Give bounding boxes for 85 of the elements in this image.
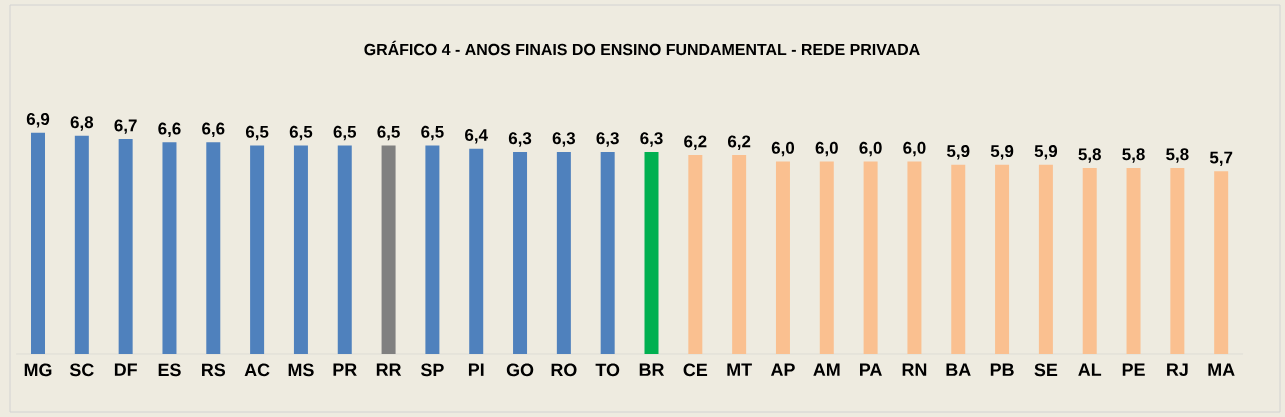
x-tick-label: ES <box>158 363 181 377</box>
x-tick-label: DF <box>114 363 137 376</box>
bar <box>688 155 703 354</box>
x-tick-label: SP <box>420 363 444 377</box>
x-tick-label: AC <box>244 363 270 377</box>
x-tick-label: MS <box>288 363 314 377</box>
bar <box>1126 167 1141 354</box>
bar <box>162 142 177 354</box>
data-label: 6,2 <box>728 135 751 150</box>
bar <box>863 161 878 354</box>
bar <box>250 145 265 354</box>
data-label: 6,7 <box>114 119 137 134</box>
data-label: 6,5 <box>377 125 400 141</box>
bar <box>513 151 528 354</box>
data-label: 6,5 <box>245 125 269 141</box>
data-label: 5,9 <box>946 145 970 160</box>
data-label: 6,8 <box>70 116 94 131</box>
x-tick-label: SC <box>69 363 94 377</box>
bar <box>1214 171 1229 354</box>
x-tick-label: PE <box>1122 363 1145 376</box>
data-label: 6,5 <box>421 125 444 141</box>
x-tick-label: PI <box>468 363 484 376</box>
x-tick-label: AM <box>813 363 840 376</box>
bar <box>31 132 46 354</box>
data-label: 5,8 <box>1122 148 1145 163</box>
x-tick-label: BR <box>639 363 665 376</box>
bar <box>206 142 221 354</box>
x-tick-label: AP <box>770 363 795 376</box>
bar <box>732 155 747 354</box>
bar <box>74 135 89 354</box>
bar <box>600 151 615 354</box>
bar <box>995 164 1010 354</box>
x-tick-label: PA <box>860 363 882 376</box>
data-label: 5,8 <box>1078 148 1101 163</box>
data-label: 6,0 <box>815 141 838 157</box>
bar <box>1170 167 1185 354</box>
x-tick-label: RR <box>376 363 402 376</box>
x-tick-label: SE <box>1034 363 1058 377</box>
bar <box>1082 167 1097 354</box>
data-label: 6,3 <box>552 132 576 147</box>
x-tick-label: GO <box>506 363 534 377</box>
bar <box>337 145 352 354</box>
x-tick-label: TO <box>595 363 620 377</box>
data-label: 6,9 <box>26 112 50 128</box>
x-tick-label: RS <box>202 363 226 377</box>
data-label: 6,6 <box>158 122 181 138</box>
data-label: 5,9 <box>990 145 1014 160</box>
data-label: 6,0 <box>859 141 882 157</box>
bar <box>819 161 834 354</box>
data-label: 6,3 <box>508 132 532 147</box>
x-tick-label: RN <box>902 363 927 376</box>
bar <box>469 148 484 354</box>
x-tick-label: PR <box>333 363 357 376</box>
data-label: 6,0 <box>771 141 795 157</box>
data-label: 6,3 <box>596 132 619 147</box>
x-tick-label: AL <box>1078 363 1102 376</box>
x-tick-label: RO <box>551 363 577 377</box>
data-label: 5,7 <box>1209 151 1233 166</box>
data-label: 6,3 <box>640 132 663 147</box>
data-label: 5,8 <box>1166 148 1189 163</box>
x-tick-label: CE <box>683 363 708 377</box>
bar <box>381 145 396 354</box>
x-tick-label: MT <box>727 363 752 376</box>
x-tick-label: PB <box>990 363 1014 376</box>
bar <box>556 151 571 354</box>
bar <box>951 164 966 354</box>
data-label: 6,4 <box>465 129 488 144</box>
chart-title: GRÁFICO 4 - ANOS FINAIS DO ENSINO FUNDAMENTAL - REDE PRIVADA <box>364 40 920 56</box>
bar <box>118 139 133 354</box>
data-label: 5,9 <box>1034 145 1058 160</box>
bar <box>425 145 440 354</box>
bar <box>1038 164 1053 354</box>
x-tick-label: RJ <box>1167 363 1188 377</box>
data-label: 6,0 <box>903 141 926 157</box>
bar <box>775 161 790 354</box>
data-label: 6,6 <box>202 122 225 138</box>
bar <box>644 151 659 354</box>
data-label: 6,5 <box>289 125 313 141</box>
x-tick-label: MA <box>1208 363 1235 376</box>
data-label: 6,2 <box>684 135 707 150</box>
bar <box>907 161 922 354</box>
data-label: 6,5 <box>333 125 357 141</box>
x-tick-label: BA <box>946 363 971 376</box>
bar <box>293 145 308 354</box>
x-tick-label: MG <box>24 363 52 377</box>
